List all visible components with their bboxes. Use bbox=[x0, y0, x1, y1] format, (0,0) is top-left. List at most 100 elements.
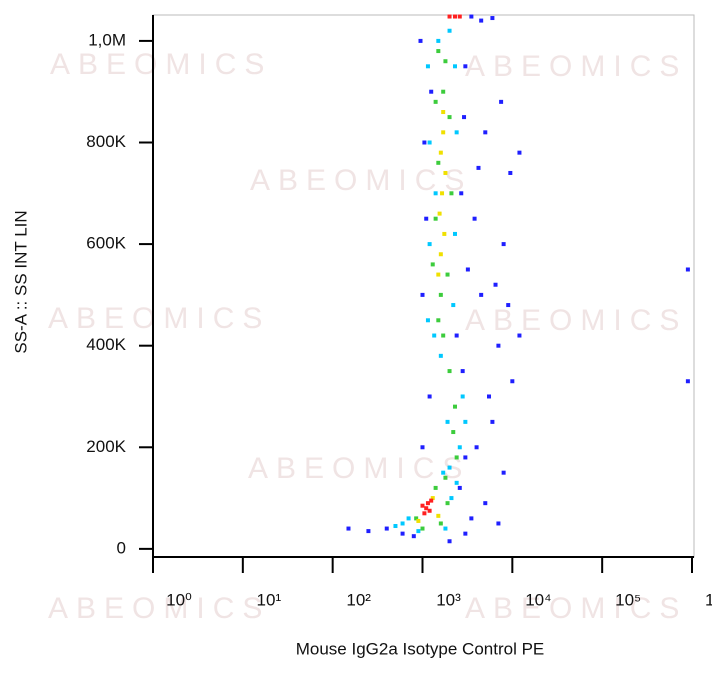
point bbox=[451, 430, 456, 435]
point bbox=[483, 130, 488, 135]
point bbox=[436, 38, 441, 43]
point bbox=[442, 231, 447, 236]
point bbox=[501, 242, 506, 247]
point bbox=[414, 516, 419, 521]
y-tick-label: 0 bbox=[117, 538, 126, 557]
point bbox=[510, 379, 515, 384]
watermark: ABEOMICS bbox=[248, 452, 470, 485]
x-tick-label: 10¹ bbox=[257, 590, 282, 609]
y-tick-label: 600K bbox=[86, 234, 126, 253]
point bbox=[447, 28, 452, 33]
point bbox=[432, 333, 437, 338]
watermark: ABEOMICS bbox=[465, 50, 687, 83]
y-tick-label: 800K bbox=[86, 132, 126, 151]
point bbox=[490, 419, 495, 424]
point bbox=[425, 501, 430, 506]
point bbox=[441, 470, 446, 475]
point bbox=[452, 231, 457, 236]
point bbox=[443, 526, 448, 531]
point bbox=[457, 485, 462, 490]
point bbox=[433, 216, 438, 221]
point bbox=[454, 333, 459, 338]
x-tick-label: 10⁴ bbox=[525, 590, 551, 609]
point bbox=[436, 513, 441, 518]
point bbox=[427, 394, 432, 399]
point bbox=[459, 191, 464, 196]
point bbox=[454, 130, 459, 135]
point bbox=[416, 518, 421, 523]
point bbox=[433, 191, 438, 196]
point bbox=[454, 455, 459, 460]
point bbox=[490, 16, 495, 21]
point bbox=[452, 14, 457, 19]
point bbox=[460, 394, 465, 399]
point bbox=[416, 529, 421, 534]
point bbox=[449, 191, 454, 196]
point bbox=[447, 465, 452, 470]
x-tick-label: 10⁵ bbox=[615, 590, 641, 609]
point bbox=[430, 496, 435, 501]
watermark: ABEOMICS bbox=[50, 48, 272, 81]
point bbox=[433, 99, 438, 104]
point bbox=[445, 272, 450, 277]
point bbox=[346, 526, 351, 531]
watermark: ABEOMICS bbox=[48, 302, 270, 335]
point bbox=[437, 211, 442, 216]
point bbox=[499, 99, 504, 104]
point bbox=[429, 89, 434, 94]
point bbox=[441, 130, 446, 135]
point bbox=[463, 455, 468, 460]
point bbox=[506, 303, 511, 308]
point bbox=[517, 333, 522, 338]
point bbox=[508, 170, 513, 175]
point bbox=[443, 475, 448, 480]
point bbox=[406, 516, 411, 521]
point bbox=[469, 516, 474, 521]
watermark: ABEOMICS bbox=[465, 304, 687, 337]
point bbox=[438, 521, 443, 526]
point bbox=[436, 272, 441, 277]
point bbox=[400, 521, 405, 526]
point bbox=[447, 539, 452, 544]
x-tick-label: 10⁶ bbox=[705, 590, 712, 609]
point bbox=[452, 64, 457, 69]
point bbox=[420, 292, 425, 297]
point bbox=[427, 140, 432, 145]
point bbox=[449, 496, 454, 501]
point bbox=[441, 333, 446, 338]
point bbox=[366, 529, 371, 534]
point bbox=[440, 191, 445, 196]
point bbox=[436, 318, 441, 323]
point bbox=[463, 531, 468, 536]
point bbox=[411, 534, 416, 539]
point bbox=[463, 64, 468, 69]
watermark: ABEOMICS bbox=[250, 164, 472, 197]
watermark: ABEOMICS bbox=[48, 592, 270, 625]
point bbox=[487, 394, 492, 399]
point bbox=[460, 369, 465, 374]
point bbox=[438, 353, 443, 358]
watermarks: ABEOMICS ABEOMICS ABEOMICS ABEOMICS ABEO… bbox=[48, 48, 687, 625]
point bbox=[476, 165, 481, 170]
point bbox=[451, 303, 456, 308]
point bbox=[479, 18, 484, 23]
y-tick-label: 400K bbox=[86, 335, 126, 354]
point bbox=[463, 419, 468, 424]
point bbox=[427, 242, 432, 247]
point bbox=[441, 110, 446, 115]
point bbox=[465, 267, 470, 272]
point bbox=[685, 267, 690, 272]
point bbox=[424, 506, 429, 511]
point bbox=[425, 64, 430, 69]
point bbox=[443, 170, 448, 175]
y-axis-label: SS-A :: SS INT LIN bbox=[11, 210, 30, 353]
x-tick-label: 10² bbox=[346, 590, 371, 609]
point bbox=[454, 480, 459, 485]
point bbox=[445, 501, 450, 506]
point bbox=[441, 89, 446, 94]
point bbox=[422, 140, 427, 145]
point bbox=[447, 115, 452, 120]
point bbox=[445, 419, 450, 424]
point bbox=[472, 216, 477, 221]
